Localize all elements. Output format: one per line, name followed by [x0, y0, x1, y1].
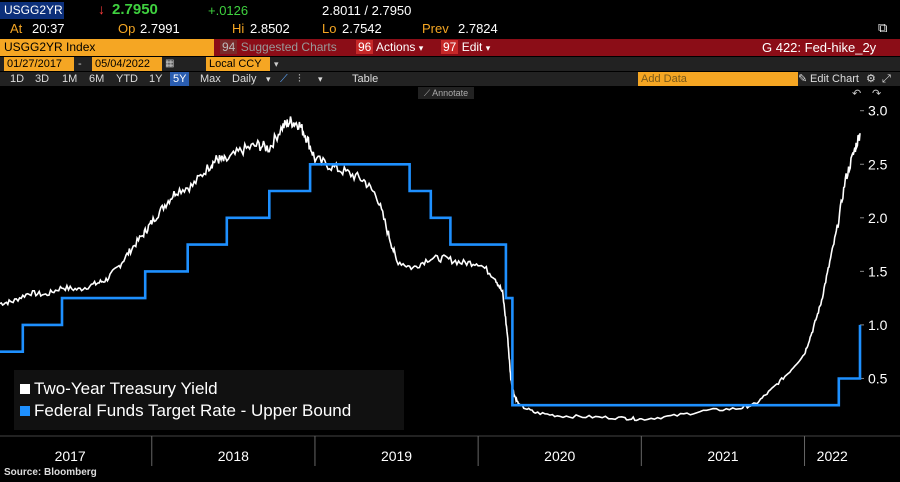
- actions-button[interactable]: 96 Actions ▾: [356, 39, 423, 57]
- frequency-select[interactable]: Daily: [232, 73, 257, 85]
- annotate-label: Annotate: [432, 88, 469, 98]
- y-tick-label: 1.0: [868, 317, 888, 333]
- quote-row-2: At 20:37 Op 2.7991 Hi 2.8502 Lo 2.7542 P…: [0, 20, 900, 38]
- range-5y[interactable]: 5Y: [170, 72, 190, 86]
- edit-label: Edit: [461, 40, 483, 54]
- redo-icon[interactable]: ↷: [872, 88, 882, 100]
- range-ytd[interactable]: YTD: [116, 73, 138, 85]
- command-bar: USGG2YR Index 94 Suggested Charts 96 Act…: [0, 39, 900, 56]
- legend: Two-Year Treasury Yield Federal Funds Ta…: [14, 370, 404, 430]
- legend-item-yield: Two-Year Treasury Yield: [20, 379, 218, 399]
- prev-value: 2.7824: [458, 21, 498, 36]
- legend-label-fed: Federal Funds Target Rate - Upper Bound: [34, 401, 352, 420]
- index-label[interactable]: USGG2YR Index: [0, 39, 214, 56]
- chevron-down-icon: ▾: [418, 43, 424, 53]
- at-time: 20:37: [32, 21, 65, 36]
- low-value: 2.7542: [342, 21, 382, 36]
- x-tick-label: 2019: [381, 448, 412, 464]
- ticker-symbol[interactable]: USGG2YR: [0, 2, 64, 19]
- edit-num: 97: [441, 40, 459, 54]
- range-max[interactable]: Max: [200, 73, 221, 85]
- settings-icon[interactable]: ⚙: [866, 73, 876, 85]
- x-tick-label: 2022: [817, 448, 848, 464]
- y-tick-label: 0.5: [868, 370, 888, 386]
- pencil-icon: ⟋: [423, 88, 433, 98]
- price-change: +.0126: [208, 3, 249, 18]
- undo-icon[interactable]: ↶: [852, 88, 862, 100]
- source-note: Source: Bloomberg: [4, 467, 97, 478]
- table-button[interactable]: Table: [352, 73, 379, 85]
- prev-label: Prev: [422, 21, 449, 36]
- range-3d[interactable]: 3D: [35, 73, 50, 85]
- at-label: At: [10, 21, 23, 36]
- range-row: 1D 3D 1M 6M YTD 1Y 5Y Max Daily ▾ ⟋ ⫶ ▾ …: [0, 72, 900, 86]
- legend-swatch-fed: [20, 406, 30, 416]
- date-separator: -: [78, 58, 82, 70]
- y-tick-label: 2.5: [868, 156, 888, 172]
- legend-swatch-yield: [20, 384, 30, 394]
- open-value: 2.7991: [140, 21, 180, 36]
- chevron-down-icon[interactable]: ▾: [266, 74, 271, 84]
- calendar-icon[interactable]: ▦: [165, 58, 175, 69]
- y-tick-label: 2.0: [868, 210, 888, 226]
- x-tick-label: 2017: [55, 448, 86, 464]
- bid-ask: 2.8011 / 2.7950: [322, 3, 412, 18]
- legend-item-fed: Federal Funds Target Rate - Upper Bound: [20, 401, 351, 421]
- currency-select[interactable]: Local CCY: [206, 57, 270, 71]
- popout-icon[interactable]: ⧉: [878, 20, 888, 35]
- add-data-input[interactable]: Add Data: [638, 72, 798, 86]
- quote-row-1: USGG2YR ↓ 2.7950 +.0126 2.8011 / 2.7950: [0, 1, 900, 19]
- legend-label-yield: Two-Year Treasury Yield: [34, 379, 218, 398]
- high-value: 2.8502: [250, 21, 290, 36]
- range-1d[interactable]: 1D: [10, 73, 25, 85]
- actions-num: 96: [356, 40, 374, 54]
- chart-name: G 422: Fed-hike_2y: [762, 40, 877, 55]
- annotate-button[interactable]: ⟋ Annotate: [418, 87, 474, 99]
- edit-chart-button[interactable]: Edit Chart: [810, 73, 859, 85]
- y-tick-label: 3.0: [868, 103, 888, 119]
- chevron-down-icon: ▾: [485, 43, 491, 53]
- line-chart-icon[interactable]: ⟋: [280, 73, 288, 85]
- actions-label: Actions: [376, 40, 416, 54]
- series-line-yield: [0, 116, 861, 422]
- x-tick-label: 2021: [707, 448, 738, 464]
- y-tick-label: 1.5: [868, 263, 888, 279]
- date-row: 01/27/2017 - 05/04/2022 ▦ Local CCY ▾: [0, 57, 900, 71]
- bar-chart-icon[interactable]: ⫶: [298, 73, 301, 85]
- suggested-charts-button[interactable]: 94 Suggested Charts: [220, 39, 337, 56]
- range-6m[interactable]: 6M: [89, 73, 105, 85]
- x-tick-label: 2020: [544, 448, 575, 464]
- chevron-down-icon[interactable]: ▾: [274, 59, 279, 69]
- suggested-num: 94: [220, 40, 238, 54]
- down-arrow-icon: ↓: [98, 1, 105, 17]
- last-price: 2.7950: [112, 1, 158, 18]
- series-line-fed: [0, 163, 862, 407]
- suggested-label: Suggested Charts: [240, 40, 337, 54]
- open-label: Op: [118, 21, 136, 36]
- range-1m[interactable]: 1M: [62, 73, 78, 85]
- pencil-icon[interactable]: ✎: [798, 73, 808, 85]
- chevron-down-icon[interactable]: ▾: [318, 74, 323, 84]
- start-date-input[interactable]: 01/27/2017: [4, 57, 74, 71]
- expand-icon[interactable]: ⤢: [882, 73, 891, 85]
- high-label: Hi: [232, 21, 245, 36]
- edit-button[interactable]: 97 Edit ▾: [441, 39, 490, 57]
- x-tick-label: 2018: [218, 448, 249, 464]
- range-1y[interactable]: 1Y: [149, 73, 163, 85]
- end-date-input[interactable]: 05/04/2022: [92, 57, 162, 71]
- low-label: Lo: [322, 21, 337, 36]
